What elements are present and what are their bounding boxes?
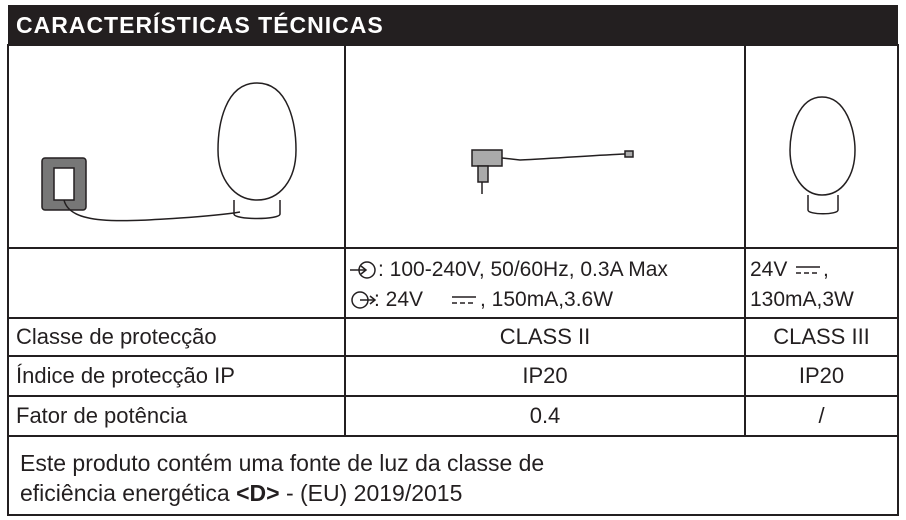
adapter-illustration (471, 149, 634, 194)
adapter-value: CLASS II (499, 324, 591, 349)
row-label: Índice de protecção IP (16, 363, 235, 388)
footer-line1: Este produto contém uma fonte de luz da … (20, 450, 545, 476)
lamp-small-illustration (789, 96, 856, 215)
row-label: Fator de potência (16, 403, 188, 428)
footer-text: eficiência energética (20, 480, 230, 506)
header-title: CARACTERÍSTICAS TÉCNICAS (16, 12, 384, 38)
adapter-value: IP20 (522, 363, 568, 388)
adapter-input: : 100-240V, 50/60Hz, 0.3A Max (378, 258, 668, 281)
symbols (350, 261, 820, 309)
lamp-comma: , (823, 258, 829, 281)
lamp-voltage: 24V (750, 258, 788, 281)
lamp-value: IP20 (798, 363, 845, 388)
adapter-output-rest: , 150mA,3.6W (480, 288, 614, 311)
energy-class: <D> (236, 480, 280, 506)
adapter-value: 0.4 (529, 403, 561, 428)
adapter-output-voltage: : 24V (374, 288, 424, 311)
lamp-illustration (41, 82, 297, 222)
lamp-value: / (818, 403, 825, 428)
row-label: Classe de protecção (16, 324, 217, 349)
lamp-rest: 130mA,3W (750, 288, 854, 311)
footer-text: - (EU) 2019/2015 (285, 480, 463, 506)
lamp-value: CLASS III (773, 324, 870, 349)
footer-line2: eficiência energética <D> - (EU) 2019/20… (20, 480, 462, 506)
